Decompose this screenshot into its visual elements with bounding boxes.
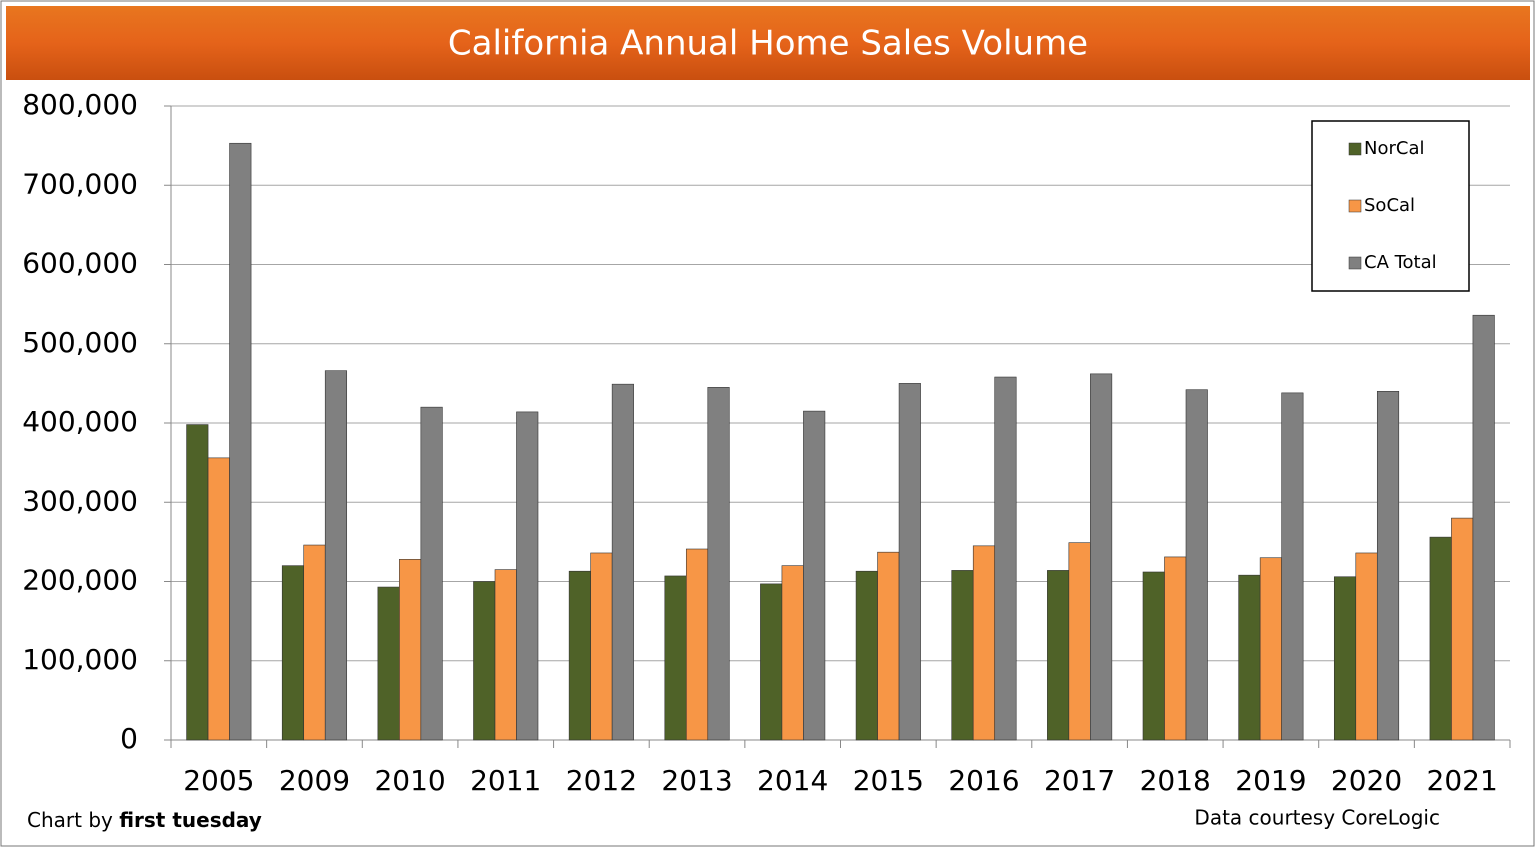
x-tick-label: 2017 xyxy=(1044,764,1115,797)
bar xyxy=(1259,557,1282,741)
bar xyxy=(1090,373,1113,741)
bar xyxy=(1472,314,1495,741)
legend-label: CA Total xyxy=(1364,252,1437,273)
bar xyxy=(494,569,517,741)
bar xyxy=(1355,552,1378,741)
bar xyxy=(303,544,326,741)
x-tick-label: 2021 xyxy=(1427,764,1498,797)
bar xyxy=(1451,517,1474,741)
y-tick-label: 300,000 xyxy=(22,484,138,517)
credit-prefix: Chart by xyxy=(27,808,113,832)
x-tick-label: 2009 xyxy=(279,764,350,797)
bar xyxy=(568,570,591,741)
bar xyxy=(1068,542,1091,741)
x-tick-label: 2012 xyxy=(566,764,637,797)
legend-label: SoCal xyxy=(1364,195,1415,216)
bar xyxy=(707,387,730,741)
bar xyxy=(877,551,900,741)
y-tick-label: 0 xyxy=(120,722,138,755)
y-tick-label: 500,000 xyxy=(22,326,138,359)
bar xyxy=(1281,392,1304,741)
bar xyxy=(664,575,687,741)
legend-box xyxy=(1311,120,1470,292)
x-tick-label: 2018 xyxy=(1140,764,1211,797)
bar xyxy=(951,570,974,741)
y-tick-label: 700,000 xyxy=(22,167,138,200)
x-tick-label: 2015 xyxy=(853,764,924,797)
bar xyxy=(994,376,1017,741)
legend-label: NorCal xyxy=(1364,138,1424,159)
x-tick-label: 2013 xyxy=(661,764,732,797)
bar xyxy=(229,142,252,741)
bar xyxy=(1238,574,1261,741)
x-tick-label: 2010 xyxy=(374,764,445,797)
chart-title: California Annual Home Sales Volume xyxy=(448,24,1088,64)
x-tick-label: 2005 xyxy=(183,764,254,797)
bar xyxy=(1142,571,1165,741)
bar xyxy=(1164,556,1187,741)
bar xyxy=(1047,570,1070,741)
bar xyxy=(590,552,613,741)
title-bar xyxy=(6,6,1530,80)
y-tick-label: 600,000 xyxy=(22,247,138,280)
bar xyxy=(972,545,996,741)
y-tick-label: 200,000 xyxy=(22,564,138,597)
credit-emphasis: first tuesday xyxy=(119,808,262,832)
x-tick-label: 2019 xyxy=(1235,764,1306,797)
bar xyxy=(399,559,422,741)
credit: Chart by first tuesday xyxy=(27,808,262,832)
bar xyxy=(855,570,878,741)
x-tick-label: 2016 xyxy=(948,764,1019,797)
legend-swatch xyxy=(1348,256,1362,270)
bar xyxy=(516,411,539,741)
bar xyxy=(281,565,305,741)
bar xyxy=(1185,389,1208,741)
bar xyxy=(611,383,634,741)
bar xyxy=(1376,390,1400,741)
bar xyxy=(207,457,230,741)
bar xyxy=(420,406,443,741)
bar xyxy=(186,424,209,741)
bar xyxy=(473,581,496,741)
bar xyxy=(1333,576,1357,741)
bar xyxy=(1429,536,1452,741)
y-tick-label: 800,000 xyxy=(22,88,138,121)
bar xyxy=(760,583,783,741)
x-tick-label: 2014 xyxy=(757,764,828,797)
x-tick-label: 2020 xyxy=(1331,764,1402,797)
legend-swatch xyxy=(1348,199,1362,213)
bar xyxy=(781,565,804,741)
bar xyxy=(898,383,921,741)
source: Data courtesy CoreLogic xyxy=(1194,806,1440,830)
y-tick-label: 100,000 xyxy=(22,643,138,676)
x-tick-label: 2011 xyxy=(470,764,541,797)
bar xyxy=(324,370,348,741)
legend-swatch xyxy=(1348,142,1362,156)
bar xyxy=(685,548,709,741)
bar xyxy=(803,410,826,741)
y-tick-label: 400,000 xyxy=(22,405,138,438)
bar xyxy=(377,586,400,741)
